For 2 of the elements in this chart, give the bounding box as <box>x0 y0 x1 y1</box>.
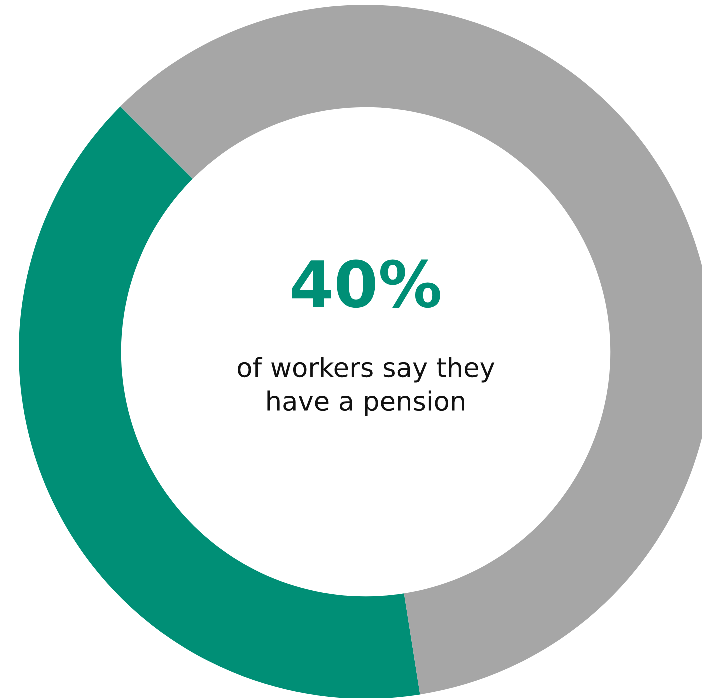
text: of workers say they have a pension <box>238 357 495 416</box>
text: 40% <box>292 260 440 308</box>
